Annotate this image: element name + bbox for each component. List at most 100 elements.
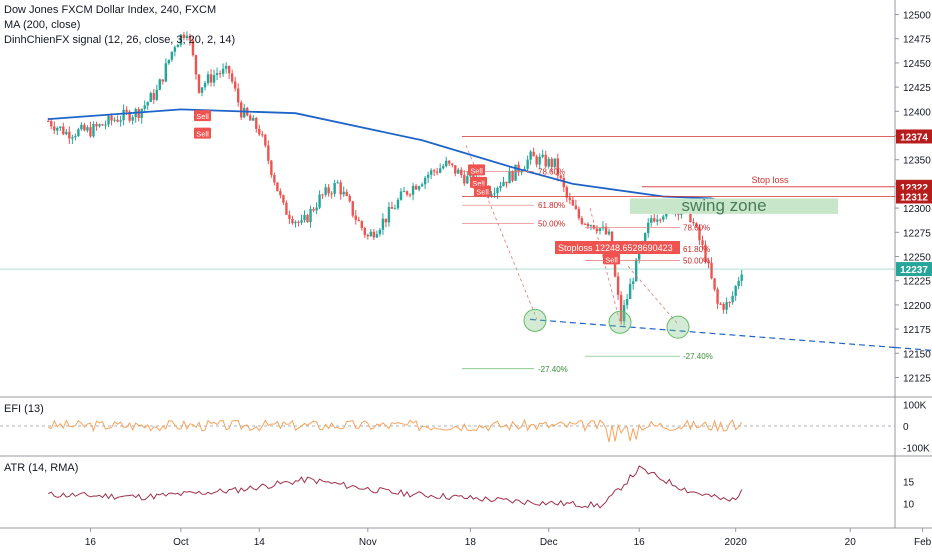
candle-body	[261, 134, 264, 136]
candle-body	[342, 191, 345, 195]
efi-line	[48, 418, 743, 443]
price-badge-label: 12312	[900, 192, 928, 203]
candle-body	[619, 294, 623, 322]
atr-line	[47, 465, 743, 509]
candle-body	[414, 185, 418, 190]
candle-body	[206, 74, 210, 84]
candle-body	[146, 102, 149, 106]
support-trendline-ext	[894, 346, 932, 351]
candle-body	[321, 194, 324, 196]
candle-body	[435, 171, 439, 173]
candle-body	[514, 164, 517, 181]
sell-signal-box	[194, 110, 211, 122]
sell-signal-label: Sell	[476, 188, 489, 197]
time-tick-label: Nov	[359, 537, 377, 548]
price-tick-label: 12125	[903, 373, 931, 384]
price-tick-label: 12275	[903, 228, 931, 239]
candle-body	[294, 221, 297, 224]
candle-body	[101, 124, 104, 126]
candle-body	[692, 222, 695, 224]
candle-body	[83, 124, 86, 131]
candle-body	[122, 109, 125, 121]
axis-layer: 1250012475124501242512400123751235012325…	[85, 11, 932, 548]
efi-tick-label: 0	[903, 422, 909, 433]
candle-body	[442, 166, 445, 169]
ma-legend: MA (200, close)	[4, 19, 81, 31]
fib-label-right: 78.60%	[683, 223, 710, 232]
price-tick-label: 12425	[903, 83, 931, 94]
efi-tick-label: 100K	[903, 400, 927, 411]
candle-body	[288, 214, 291, 219]
price-tick-label: 12400	[903, 107, 931, 118]
sell-signal-box	[470, 176, 487, 188]
candle-body	[351, 201, 354, 216]
candle-body	[360, 221, 363, 228]
candle-body	[653, 218, 656, 222]
price-badge	[896, 189, 932, 204]
time-tick-label: 18	[465, 537, 477, 548]
candle-body	[218, 73, 222, 75]
candle-body	[556, 158, 559, 176]
candle-body	[396, 199, 400, 209]
candle-body	[637, 252, 641, 260]
candle-body	[460, 169, 463, 175]
candle-body	[378, 229, 382, 235]
candle-body	[634, 259, 638, 282]
candle-body	[399, 191, 403, 200]
candle-body	[167, 59, 171, 64]
candle-body	[448, 160, 451, 164]
price-tick-label: 12250	[903, 252, 931, 263]
candle-body	[240, 102, 243, 118]
candle-body	[255, 117, 258, 129]
candle-body	[607, 231, 611, 235]
chart-title: Dow Jones FXCM Dollar Index, 240, FXCM	[4, 4, 217, 16]
candle-body	[354, 215, 357, 220]
candle-body	[586, 223, 590, 227]
candle-body	[300, 220, 303, 223]
candle-body	[273, 175, 276, 183]
candle-body	[137, 109, 140, 118]
candle-body	[616, 276, 620, 295]
candle-body	[710, 262, 713, 279]
candle-body	[125, 109, 128, 112]
candle-body	[164, 63, 168, 82]
candle-body	[538, 156, 541, 165]
fib-label-left: 78.60%	[538, 167, 565, 176]
candle-body	[701, 240, 704, 245]
signal-legend: DinhChienFX signal (12, 26, close, 3, 20…	[4, 34, 236, 46]
candle-body	[236, 88, 240, 103]
candle-body	[185, 35, 189, 38]
candle-body	[107, 115, 110, 125]
candle-body	[659, 219, 662, 221]
candle-body	[188, 35, 192, 41]
candle-body	[330, 193, 333, 195]
candle-body	[158, 79, 161, 90]
candle-body	[502, 181, 505, 186]
candle-body	[417, 186, 421, 190]
efi-layer	[0, 418, 895, 443]
candle-body	[451, 163, 454, 166]
candle-body	[493, 193, 496, 195]
candle-body	[420, 184, 424, 187]
candle-body	[438, 168, 442, 173]
price-tick-label: 12200	[903, 301, 931, 312]
candle-body	[613, 257, 617, 277]
candle-body	[423, 177, 427, 185]
candle-body	[203, 83, 207, 88]
candle-body	[695, 223, 698, 227]
swing-zone-box	[630, 198, 838, 214]
atr-legend: ATR (14, RMA)	[4, 462, 79, 474]
time-tick-label: Feb	[914, 537, 932, 548]
time-tick-label: 16	[634, 537, 646, 548]
candle-body	[505, 181, 508, 184]
candle-body	[276, 182, 279, 192]
candle-body	[80, 124, 83, 130]
candle-body	[176, 44, 180, 48]
candle-body	[74, 136, 77, 138]
pivot-circle	[666, 315, 690, 339]
candle-body	[571, 199, 575, 206]
candle-body	[463, 174, 466, 184]
price-tick-label: 12300	[903, 204, 931, 215]
